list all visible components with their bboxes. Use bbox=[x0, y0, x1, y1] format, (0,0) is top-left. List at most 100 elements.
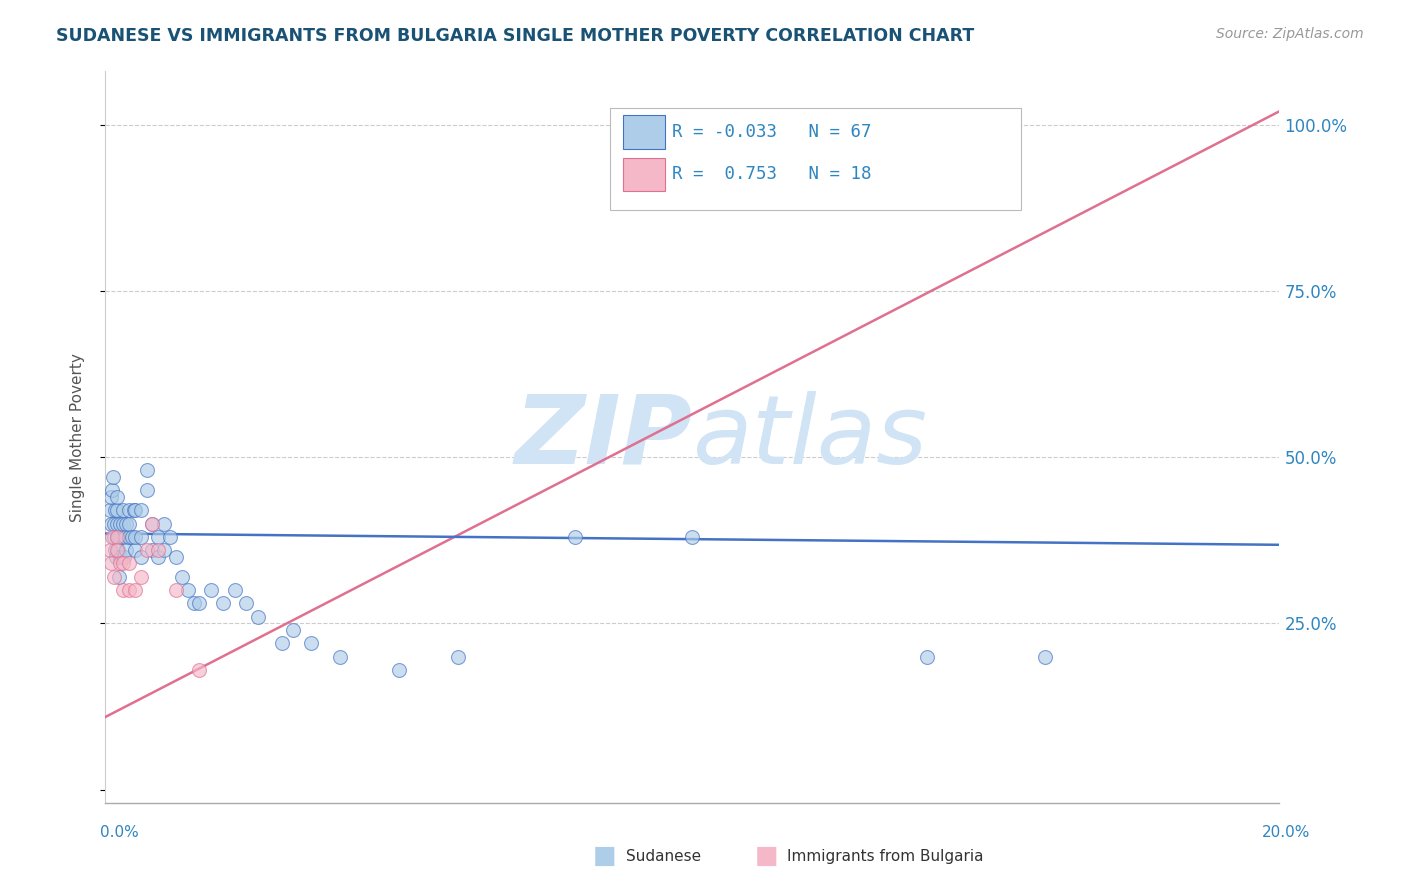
Point bbox=[118, 503, 141, 517]
Point bbox=[105, 549, 128, 564]
Point bbox=[108, 530, 131, 544]
Point bbox=[118, 530, 141, 544]
Point bbox=[103, 516, 125, 531]
Point bbox=[105, 516, 128, 531]
Point bbox=[148, 530, 170, 544]
Point bbox=[103, 530, 125, 544]
Point bbox=[105, 530, 128, 544]
Point bbox=[118, 557, 141, 571]
Point bbox=[101, 470, 124, 484]
Point bbox=[105, 543, 128, 558]
Text: R = -0.033   N = 67: R = -0.033 N = 67 bbox=[672, 123, 872, 141]
Point bbox=[135, 483, 157, 498]
Point bbox=[170, 570, 193, 584]
Point bbox=[247, 609, 270, 624]
Point bbox=[112, 503, 135, 517]
Point bbox=[124, 503, 146, 517]
Point bbox=[115, 516, 138, 531]
Point bbox=[115, 543, 138, 558]
Point bbox=[235, 596, 257, 610]
Text: ■: ■ bbox=[755, 845, 778, 868]
Point bbox=[108, 549, 131, 564]
Point bbox=[141, 516, 163, 531]
Point bbox=[104, 543, 127, 558]
Point bbox=[118, 582, 141, 597]
Point bbox=[135, 543, 157, 558]
Point bbox=[105, 530, 128, 544]
Point bbox=[100, 557, 122, 571]
Point bbox=[112, 549, 135, 564]
Text: ZIP: ZIP bbox=[515, 391, 693, 483]
FancyBboxPatch shape bbox=[623, 115, 665, 149]
Y-axis label: Single Mother Poverty: Single Mother Poverty bbox=[70, 352, 84, 522]
Point bbox=[129, 549, 152, 564]
Point bbox=[299, 636, 322, 650]
Text: SUDANESE VS IMMIGRANTS FROM BULGARIA SINGLE MOTHER POVERTY CORRELATION CHART: SUDANESE VS IMMIGRANTS FROM BULGARIA SIN… bbox=[56, 27, 974, 45]
Point bbox=[129, 530, 152, 544]
Text: Immigrants from Bulgaria: Immigrants from Bulgaria bbox=[787, 849, 984, 863]
FancyBboxPatch shape bbox=[623, 158, 665, 191]
Point bbox=[112, 557, 135, 571]
Point bbox=[104, 503, 127, 517]
Point bbox=[129, 570, 152, 584]
FancyBboxPatch shape bbox=[610, 108, 1021, 211]
Point bbox=[148, 543, 170, 558]
Point bbox=[108, 570, 131, 584]
Text: ■: ■ bbox=[593, 845, 616, 868]
Point bbox=[283, 623, 305, 637]
Point bbox=[121, 530, 143, 544]
Point bbox=[224, 582, 246, 597]
Point bbox=[188, 663, 211, 677]
Point bbox=[100, 516, 122, 531]
Point bbox=[105, 503, 128, 517]
Point bbox=[108, 516, 131, 531]
Point bbox=[176, 582, 198, 597]
Point bbox=[917, 649, 939, 664]
Point bbox=[129, 503, 152, 517]
Point bbox=[183, 596, 205, 610]
Point bbox=[447, 649, 470, 664]
Point bbox=[165, 582, 187, 597]
Point bbox=[188, 596, 211, 610]
Point bbox=[153, 516, 176, 531]
Point bbox=[101, 530, 124, 544]
Point bbox=[211, 596, 233, 610]
Point bbox=[124, 530, 146, 544]
Point bbox=[159, 530, 181, 544]
Point bbox=[107, 543, 129, 558]
Point bbox=[141, 543, 163, 558]
Point bbox=[141, 516, 163, 531]
Point bbox=[100, 490, 122, 504]
Point bbox=[200, 582, 222, 597]
Text: 20.0%: 20.0% bbox=[1263, 825, 1310, 840]
Point bbox=[101, 483, 124, 498]
Point bbox=[148, 549, 170, 564]
Point bbox=[118, 516, 141, 531]
Point bbox=[107, 530, 129, 544]
Point bbox=[98, 503, 121, 517]
Point bbox=[98, 543, 121, 558]
Point bbox=[112, 530, 135, 544]
Point bbox=[1033, 649, 1056, 664]
Point bbox=[270, 636, 292, 650]
Text: atlas: atlas bbox=[693, 391, 928, 483]
Text: Sudanese: Sudanese bbox=[626, 849, 700, 863]
Point bbox=[103, 570, 125, 584]
Point bbox=[388, 663, 411, 677]
Point bbox=[105, 490, 128, 504]
Point bbox=[564, 530, 586, 544]
Text: 0.0%: 0.0% bbox=[100, 825, 139, 840]
Point bbox=[114, 530, 136, 544]
Point bbox=[124, 582, 146, 597]
Text: Source: ZipAtlas.com: Source: ZipAtlas.com bbox=[1216, 27, 1364, 41]
Point bbox=[153, 543, 176, 558]
Point bbox=[682, 530, 704, 544]
Point bbox=[122, 503, 145, 517]
Point bbox=[112, 582, 135, 597]
Point bbox=[165, 549, 187, 564]
Point bbox=[329, 649, 352, 664]
Point bbox=[124, 543, 146, 558]
Text: R =  0.753   N = 18: R = 0.753 N = 18 bbox=[672, 166, 872, 184]
Point bbox=[108, 557, 131, 571]
Point bbox=[112, 516, 135, 531]
